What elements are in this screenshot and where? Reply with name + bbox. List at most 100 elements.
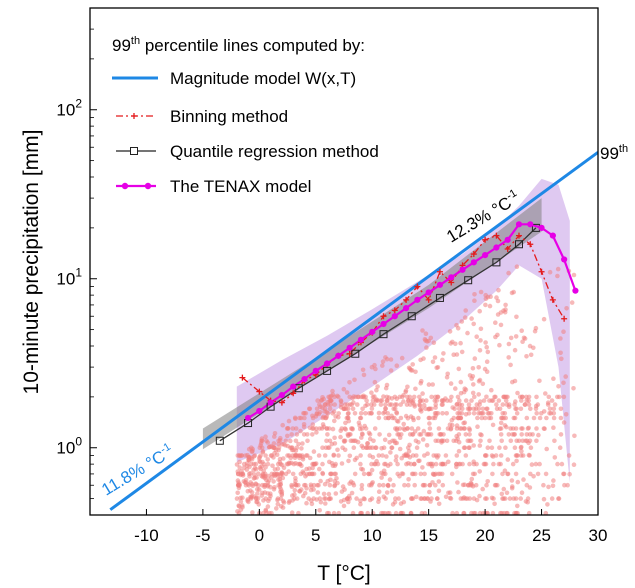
observation-point [525,499,530,505]
observation-point [265,504,271,509]
observation-point [274,452,280,458]
y-tick-label: 102 [56,97,82,120]
tenax-point [561,256,568,263]
observation-point [500,402,506,407]
observation-point [432,411,438,416]
observation-point [255,491,260,496]
observation-point [317,426,322,431]
observation-point [364,445,369,450]
tenax-point [527,221,534,228]
observation-point [409,496,414,501]
observation-point [511,415,517,421]
binning-point [549,296,556,303]
observation-point [439,438,445,444]
observation-point [376,453,382,458]
observation-point [234,496,240,501]
observation-point [237,482,243,487]
observation-point [391,406,397,412]
observation-point [290,498,295,503]
legend-label-quantile: Quantile regression method [170,142,379,161]
observation-point [490,510,496,515]
observation-point [246,499,251,505]
observation-point [471,321,477,327]
observation-point [370,445,375,451]
observation-point [537,461,542,467]
observation-point [550,483,556,489]
observation-point [470,471,476,477]
observation-point [481,461,487,467]
observation-point [501,486,507,492]
observation-point [383,402,388,407]
observation-point [494,406,500,412]
observation-point [265,440,271,445]
observation-point [341,386,347,392]
observation-point [534,426,539,431]
observation-point [491,461,496,467]
observation-point [315,482,320,488]
observation-point [286,418,292,424]
observation-point [380,363,385,368]
observation-point [428,432,434,437]
observation-point [475,424,480,430]
observation-point [293,438,299,444]
observation-point [274,506,279,511]
observation-point [389,445,394,451]
tenax-point [425,289,432,296]
observation-point [472,298,477,304]
observation-point [308,487,314,493]
tenax-point [244,414,252,422]
observation-point [339,461,345,466]
observation-point [352,377,357,383]
legend-marker-tenax [144,182,152,190]
observation-point [513,471,519,477]
observation-point [497,342,502,348]
observation-point [487,303,493,309]
observation-point [369,467,375,473]
observation-point [423,406,429,412]
observation-point [240,473,246,478]
observation-point [480,486,486,492]
observation-point [485,349,491,355]
observation-point [351,482,357,488]
observation-point [514,314,519,320]
observation-point [502,394,508,400]
quantile-point [492,258,501,267]
observation-point [410,362,416,367]
observation-point [520,339,525,345]
observation-point [471,406,477,412]
observation-point [516,438,522,444]
x-tick-label: -10 [134,526,159,545]
tenax-point [380,320,387,328]
observation-point [381,468,387,474]
tenax-point [482,252,489,259]
observation-point [506,432,512,437]
x-axis-title: T [°C] [317,562,371,585]
observation-point [564,306,569,311]
observation-point [456,489,461,495]
observation-point [290,471,296,477]
observation-point [284,426,290,431]
observation-point [369,402,374,407]
observation-point [236,510,242,515]
observation-point [358,415,364,421]
binning-point [436,268,443,275]
observation-point [260,482,265,488]
observation-point [380,453,385,458]
observation-point [467,406,473,412]
observation-point [569,300,575,305]
observation-point [458,379,464,385]
observation-point [459,411,465,416]
observation-point [341,503,347,509]
observation-point [401,421,407,427]
observation-point [330,411,335,416]
observation-point [255,471,261,477]
observation-point [556,496,562,501]
observation-point [482,415,488,421]
observation-point [286,500,292,505]
observation-point [296,441,301,447]
observation-point [463,398,469,403]
observation-point [435,365,441,370]
observation-point [292,481,298,487]
observation-point [347,481,352,486]
observation-point [386,395,392,400]
